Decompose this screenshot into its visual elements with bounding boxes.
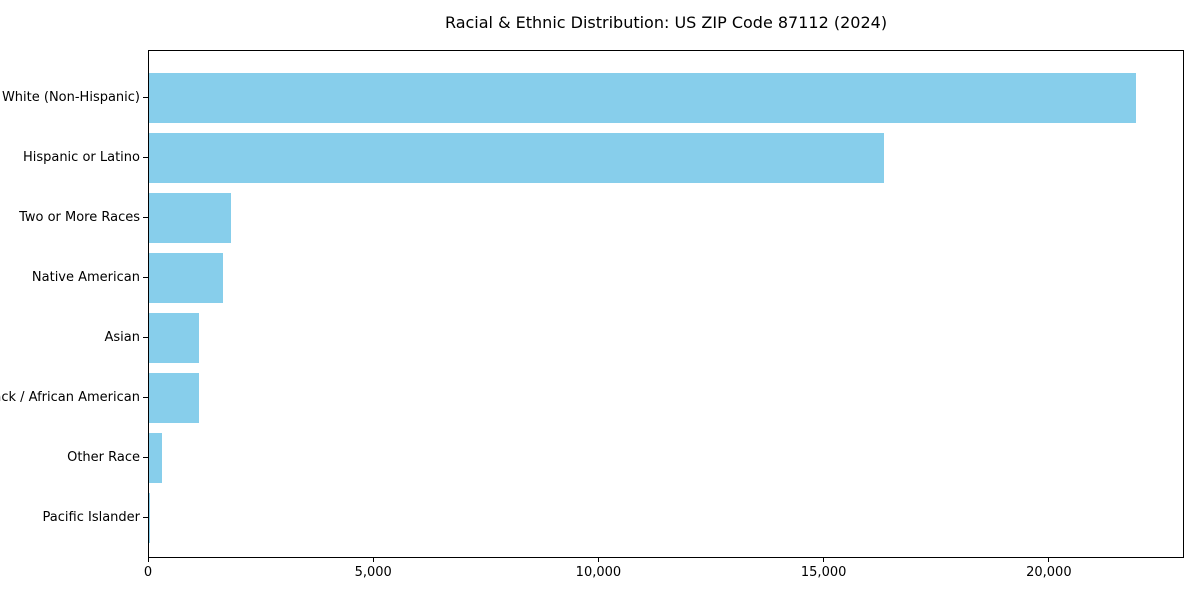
y-tick-mark [143, 96, 148, 98]
y-tick-label-two-or-more-races: Two or More Races [19, 209, 140, 225]
y-tick-label-pacific-islander: Pacific Islander [42, 509, 140, 525]
x-tick-mark [597, 558, 599, 562]
x-axis: 0 5,000 10,000 15,000 20,000 [144, 558, 1184, 592]
x-tick-label: 20,000 [1026, 565, 1072, 580]
x-tick-mark [147, 558, 149, 562]
y-tick-mark [143, 336, 148, 338]
y-tick-mark [143, 516, 148, 518]
bar-asian [149, 312, 200, 364]
bar-row [149, 428, 1183, 488]
bar-series [149, 68, 1183, 548]
bar-row [149, 308, 1183, 368]
y-axis-labels: White (Non-Hispanic) Hispanic or Latino Tw… [0, 67, 140, 547]
x-tick-mark [1048, 558, 1050, 562]
bar-hispanic-or-latino [149, 132, 884, 184]
bar-pacific-islander [149, 492, 151, 544]
y-tick-label-other-race: Other Race [67, 449, 140, 465]
bar-row [149, 68, 1183, 128]
bar-two-or-more-races [149, 192, 231, 244]
chart-title: Racial & Ethnic Distribution: US ZIP Cod… [444, 13, 888, 32]
x-tick-mark [372, 558, 374, 562]
bar-other-race [149, 432, 162, 484]
y-tick-mark [143, 276, 148, 278]
x-tick-label: 0 [143, 565, 153, 580]
y-tick-label-hispanic-or-latino: Hispanic or Latino [22, 149, 140, 165]
x-tick-label: 5,000 [354, 565, 392, 580]
y-tick-label-white-non-hispanic: White (Non-Hispanic) [1, 89, 140, 105]
y-tick-label-native-american: Native American [31, 269, 140, 285]
bar-white-non-hispanic [149, 72, 1136, 124]
y-axis-tick-marks [143, 67, 148, 547]
x-tick-label: 15,000 [800, 565, 847, 580]
bar-row [149, 488, 1183, 548]
plot-area [148, 50, 1184, 558]
x-tick-mark [823, 558, 825, 562]
bar-black-african-american [149, 372, 199, 424]
bar-row [149, 368, 1183, 428]
bar-native-american [149, 252, 223, 304]
y-tick-mark [143, 216, 148, 218]
bar-row [149, 248, 1183, 308]
y-tick-mark [143, 156, 148, 158]
bar-row [149, 128, 1183, 188]
y-tick-label-asian: Asian [104, 329, 140, 345]
bar-row [149, 188, 1183, 248]
y-tick-mark [143, 456, 148, 458]
y-tick-label-black-african-american: Black / African American [0, 389, 140, 405]
x-tick-label: 10,000 [575, 565, 622, 580]
y-tick-mark [143, 396, 148, 398]
